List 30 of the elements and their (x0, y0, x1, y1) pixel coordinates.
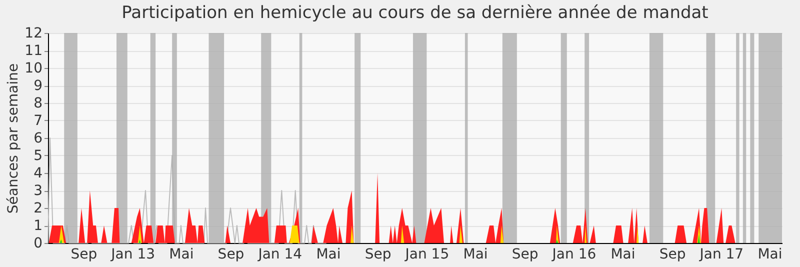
y-tick-label: 9 (34, 78, 42, 94)
x-tick-label: Jan 13 (110, 246, 156, 262)
x-tick-label: Sep (218, 246, 244, 262)
y-tick-label: 7 (34, 113, 42, 129)
y-tick-label: 0 (34, 236, 42, 252)
y-tick-label: 10 (24, 60, 42, 76)
x-tick-label: Sep (70, 246, 98, 262)
y-tick-label: 6 (34, 130, 43, 146)
x-tick-label: Mai (610, 246, 636, 262)
y-tick-label: 2 (34, 200, 42, 216)
x-tick-label: Mai (316, 246, 341, 262)
x-tick-label: Jan 17 (698, 246, 744, 262)
x-tick-label: Mai (169, 246, 194, 262)
y-tick-label: 3 (34, 183, 42, 199)
x-tick-label: Jan 16 (551, 246, 596, 262)
y-tick-label: 11 (24, 43, 42, 59)
x-tick-label: Mai (463, 246, 488, 262)
chart-title: Participation en hemicycle au cours de sa dernière année de mandat (122, 3, 709, 23)
y-tick-label: 4 (34, 166, 43, 182)
x-tick-label: Sep (364, 246, 392, 262)
x-tick-label: Jan 15 (404, 246, 450, 262)
x-tick-label: Mai (758, 246, 782, 262)
y-tick-label: 8 (34, 96, 42, 112)
y-tick-label: 5 (34, 148, 42, 164)
x-tick-label: Jan 14 (257, 246, 302, 262)
x-tick-label: Sep (659, 246, 686, 262)
y-tick-label: 1 (34, 218, 42, 234)
y-tick-label: 12 (24, 26, 42, 42)
y-axis-title: Séances par semaine (6, 63, 22, 214)
x-tick-label: Sep (512, 246, 538, 262)
